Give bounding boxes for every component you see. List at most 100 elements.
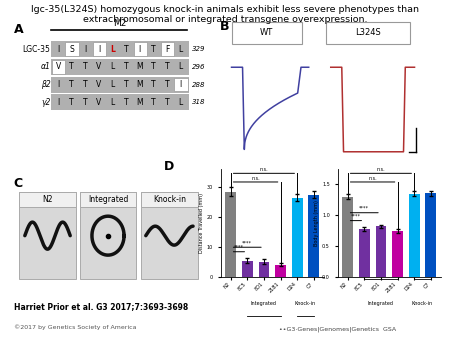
Text: ****: **** [359, 206, 369, 211]
Bar [161, 42, 174, 56]
Bar [174, 78, 188, 92]
Text: ****: **** [242, 240, 252, 245]
Text: T: T [69, 63, 74, 71]
Text: T: T [151, 45, 156, 54]
Text: M2: M2 [112, 19, 126, 28]
Text: T: T [165, 63, 169, 71]
Bar [134, 42, 147, 56]
Text: L: L [179, 63, 183, 71]
Text: L: L [110, 98, 115, 107]
Bar [359, 229, 370, 277]
Text: Knock-in: Knock-in [412, 301, 433, 306]
Text: A: A [14, 23, 23, 36]
Bar [51, 94, 189, 111]
Bar [52, 60, 65, 74]
Text: T: T [151, 98, 156, 107]
Text: Knock-in: Knock-in [295, 301, 316, 306]
Text: lgc-35(L324S) homozygous knock-in animals exhibit less severe phenotypes than: lgc-35(L324S) homozygous knock-in animal… [31, 5, 419, 14]
Text: L: L [110, 80, 115, 89]
Text: V: V [96, 63, 102, 71]
Bar [409, 194, 420, 277]
Text: β2: β2 [40, 80, 50, 89]
Text: B: B [220, 20, 230, 33]
Bar [425, 193, 436, 277]
Bar [141, 192, 198, 279]
Text: M: M [136, 63, 143, 71]
Text: F: F [165, 45, 169, 54]
Text: I: I [98, 45, 100, 54]
Text: WT: WT [260, 28, 274, 37]
Text: L: L [179, 45, 183, 54]
Bar [392, 231, 403, 277]
Text: T: T [69, 80, 74, 89]
Text: I: I [57, 45, 59, 54]
Text: T: T [83, 63, 88, 71]
Text: V: V [96, 98, 102, 107]
Y-axis label: Distance Travelled (mm): Distance Travelled (mm) [199, 193, 204, 253]
Text: Integrated: Integrated [368, 301, 394, 306]
Text: I: I [84, 45, 86, 54]
Bar [19, 192, 76, 279]
Bar [292, 197, 303, 277]
Text: V: V [55, 63, 61, 71]
Text: S: S [69, 45, 74, 54]
Text: V: V [96, 80, 102, 89]
Text: α1: α1 [40, 63, 50, 71]
Text: T: T [83, 98, 88, 107]
Bar [19, 192, 76, 207]
Bar [93, 42, 106, 56]
Text: 318: 318 [192, 99, 205, 105]
Text: n.s.: n.s. [260, 167, 268, 172]
Bar [375, 226, 387, 277]
Bar [51, 41, 189, 57]
Text: L: L [110, 63, 115, 71]
Text: T: T [124, 98, 128, 107]
Text: T: T [165, 98, 169, 107]
Text: ****: **** [351, 213, 361, 218]
Bar [80, 192, 136, 279]
Text: ©2017 by Genetics Society of America: ©2017 by Genetics Society of America [14, 324, 136, 330]
Text: Integrated: Integrated [88, 195, 128, 204]
Bar [308, 195, 319, 277]
Bar [342, 197, 353, 277]
Text: n.s.: n.s. [368, 176, 377, 181]
Bar [51, 59, 189, 75]
Text: D: D [164, 160, 174, 173]
Text: Knock-in: Knock-in [153, 195, 186, 204]
Bar [231, 22, 302, 44]
Bar [51, 77, 189, 93]
Text: n.s.: n.s. [377, 167, 385, 172]
Text: N2: N2 [42, 195, 53, 204]
Text: T: T [124, 45, 128, 54]
Bar [258, 262, 270, 277]
Bar [275, 265, 286, 277]
Text: M: M [136, 80, 143, 89]
Text: Harriet Prior et al. G3 2017;7:3693-3698: Harriet Prior et al. G3 2017;7:3693-3698 [14, 303, 188, 312]
Text: γ2: γ2 [41, 98, 50, 107]
Text: T: T [124, 80, 128, 89]
Text: I: I [139, 45, 141, 54]
Text: LGC-35: LGC-35 [22, 45, 50, 54]
Bar [225, 192, 236, 277]
Text: C: C [14, 177, 22, 190]
Text: L324S: L324S [356, 28, 381, 37]
Text: T: T [151, 80, 156, 89]
Text: ****: **** [234, 245, 244, 249]
Text: T: T [165, 80, 169, 89]
Bar [242, 261, 253, 277]
Text: Integrated: Integrated [251, 301, 277, 306]
Y-axis label: Body Length (mm): Body Length (mm) [315, 200, 319, 246]
Text: L: L [179, 98, 183, 107]
Bar [80, 192, 136, 207]
Bar [326, 22, 410, 44]
Text: T: T [69, 98, 74, 107]
Text: I: I [180, 80, 182, 89]
Text: ••G3·Genes|Genomes|Genetics  GSA: ••G3·Genes|Genomes|Genetics GSA [279, 326, 396, 332]
Text: L: L [110, 45, 115, 54]
Bar [66, 42, 79, 56]
Text: T: T [83, 80, 88, 89]
Text: 288: 288 [192, 82, 205, 88]
Bar [141, 192, 198, 207]
Text: 296: 296 [192, 64, 205, 70]
Text: T: T [124, 63, 128, 71]
